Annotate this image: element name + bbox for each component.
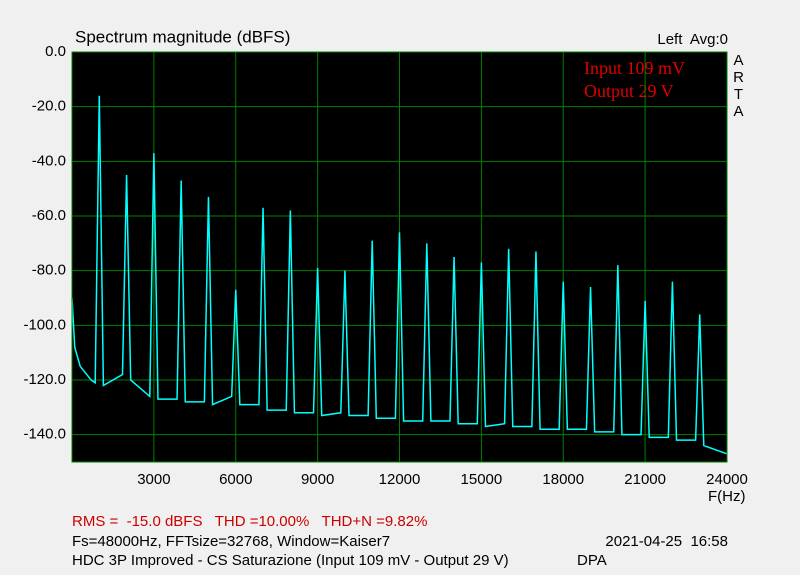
y-tick-label: -20.0 — [32, 98, 66, 115]
x-tick-label: 12000 — [379, 471, 421, 488]
channel-info: Left Avg:0 — [657, 31, 728, 48]
y-tick-label: 0.0 — [45, 43, 66, 60]
measurements: RMS = -15.0 dBFS THD =10.00% THD+N =9.82… — [72, 513, 427, 530]
settings: Fs=48000Hz, FFTsize=32768, Window=Kaiser… — [72, 533, 390, 550]
tag: DPA — [577, 552, 607, 569]
annotation: Output 29 V — [584, 81, 674, 101]
chart-title: Spectrum magnitude (dBFS) — [75, 27, 290, 46]
plot-frame — [71, 51, 728, 463]
x-axis-label: F(Hz) — [708, 488, 746, 505]
spectrum-line — [71, 95, 728, 455]
y-tick-label: -40.0 — [32, 152, 66, 169]
x-tick-label: 15000 — [461, 471, 503, 488]
annotation: Input 109 mV — [584, 58, 685, 78]
y-tick-label: -120.0 — [23, 371, 66, 388]
y-tick-label: -140.0 — [23, 426, 66, 443]
x-tick-label: 9000 — [301, 471, 334, 488]
description: HDC 3P Improved - CS Saturazione (Input … — [72, 552, 509, 569]
y-tick-label: -100.0 — [23, 316, 66, 333]
x-tick-label: 21000 — [624, 471, 666, 488]
x-tick-label: 24000 — [706, 471, 748, 488]
timestamp: 2021-04-25 16:58 — [605, 533, 728, 550]
y-tick-label: -60.0 — [32, 207, 66, 224]
y-tick-label: -80.0 — [32, 262, 66, 279]
brand: ARTA — [730, 52, 747, 120]
x-tick-label: 3000 — [137, 471, 170, 488]
x-tick-label: 6000 — [219, 471, 252, 488]
x-tick-label: 18000 — [542, 471, 584, 488]
